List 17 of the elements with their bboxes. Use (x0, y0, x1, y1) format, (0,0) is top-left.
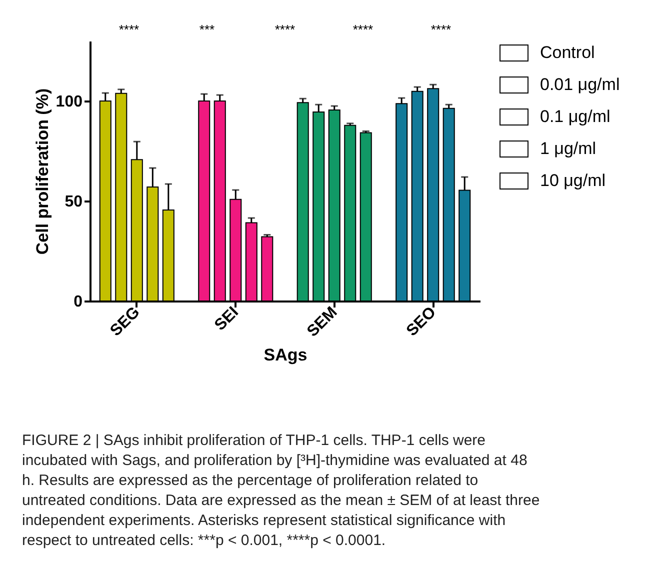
x-tick-label: SEI (212, 304, 242, 334)
text: *** (199, 22, 215, 37)
x-axis-title: SAgs (264, 346, 308, 365)
text: **** (118, 22, 140, 37)
text: **** (352, 22, 374, 37)
y-tick-label: 100 (56, 94, 83, 110)
y-axis-title: Cell proliferation (%) (32, 88, 52, 255)
y-tick-label: 50 (64, 194, 83, 210)
legend-label: 10 μg/ml (540, 171, 606, 190)
legend-label: 0.1 μg/ml (540, 107, 610, 126)
y-tick-label: 0 (74, 294, 83, 310)
text: **** (274, 22, 296, 37)
legend-label: 1 μg/ml (540, 139, 596, 158)
legend-label: 0.01 μg/ml (540, 75, 620, 94)
text: **** (430, 22, 452, 37)
caption: FIGURE 2 | SAgs inhibit proliferation of THP-1 cells. THP-1 cells were incubated with Sags, and proliferation by [³H]-thymidine was evaluated at 48 h. Results are expressed as the percentage of proliferation related to untreated conditions. Data are expressed as the mean ± SEM of at least three independent experiments. Asterisks represent statistical significance with respect to untreated cells: ***p < 0.001, ****p < 0.0001. (22, 432, 540, 549)
legend-label: Control (540, 43, 595, 62)
